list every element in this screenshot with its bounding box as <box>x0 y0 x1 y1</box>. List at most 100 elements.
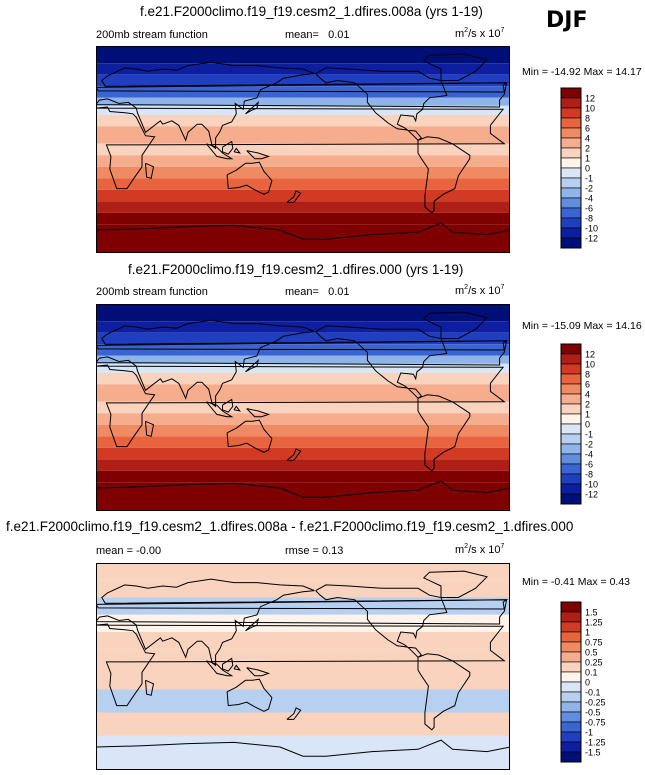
map-band-6 <box>96 666 510 690</box>
colorbar-swatch-8 <box>560 167 582 179</box>
coastline-12 <box>145 679 155 696</box>
coastline-13 <box>96 599 509 610</box>
map-band-7 <box>96 689 510 713</box>
coastline-8 <box>222 398 234 413</box>
map-band-5 <box>96 105 510 115</box>
colorbar-swatch-7 <box>560 413 582 425</box>
colorbar-tick-label: 8 <box>585 114 590 124</box>
colorbar-swatch-15 <box>560 751 582 763</box>
map-band-4 <box>96 355 510 364</box>
coastline-1 <box>96 61 508 150</box>
colorbar-swatch-15 <box>560 237 582 249</box>
map-band-3 <box>96 614 510 632</box>
colorbar-tick-label: 0 <box>585 420 590 430</box>
season-label: DJF <box>546 8 588 33</box>
colorbar-swatch-14 <box>560 741 582 753</box>
coastline-14 <box>96 480 510 511</box>
colorbar-swatch-3 <box>560 117 582 129</box>
colorbar-swatch-0 <box>560 87 582 99</box>
panel1-minmax: Min = -14.92 Max = 14.17 <box>522 66 642 78</box>
colorbar-frame <box>560 601 582 763</box>
map-band-5 <box>96 363 510 373</box>
colorbar-swatch-1 <box>560 353 582 365</box>
map-band-2 <box>96 74 510 87</box>
colorbar-swatch-6 <box>560 147 582 159</box>
panel3-rmse-label: rmse = <box>285 545 319 557</box>
map-band-12 <box>96 189 510 202</box>
colorbar-swatch-9 <box>560 177 582 189</box>
map-frame <box>96 46 510 253</box>
map-band-1 <box>96 580 510 598</box>
colorbar-swatch-6 <box>560 403 582 415</box>
panel3-rmse: rmse = 0.13 <box>285 545 343 557</box>
colorbar-tick-label: 0 <box>585 678 590 688</box>
colorbar-swatch-5 <box>560 137 582 149</box>
colorbar-tick-label: -1 <box>585 174 593 184</box>
colorbar-swatch-10 <box>560 187 582 199</box>
colorbar-tick-label: -0.5 <box>585 708 601 718</box>
coastline-12 <box>145 162 155 179</box>
coastline-6 <box>206 401 234 418</box>
coastline-3 <box>315 325 448 399</box>
coastline-13 <box>96 340 509 351</box>
panel3-title: f.e21.F2000climo.f19_f19.cesm2_1.dfires.… <box>6 519 574 534</box>
colorbar-tick-label: 0.1 <box>585 668 598 678</box>
coastline-11 <box>286 448 302 461</box>
colorbar-tick-label: -6 <box>585 460 593 470</box>
coastline-2 <box>226 161 273 195</box>
coastline-0 <box>96 364 506 448</box>
panel1-mean-label: mean= <box>285 29 319 41</box>
colorbar-tick-label: 8 <box>585 370 590 380</box>
map-band-8 <box>96 712 510 736</box>
coastline-9 <box>246 408 271 418</box>
colorbar-tick-label: 2 <box>585 400 590 410</box>
colorbar-swatch-9 <box>560 433 582 445</box>
colorbar-swatch-5 <box>560 393 582 405</box>
map-band-2 <box>96 597 510 615</box>
colorbar-tick-label: -2 <box>585 184 593 194</box>
colorbar-tick-label: -4 <box>585 194 593 204</box>
colorbar-swatch-11 <box>560 453 582 465</box>
panel3-mean: mean = -0.00 <box>96 545 161 557</box>
colorbar-tick-label: -0.25 <box>585 698 606 708</box>
colorbar-swatch-11 <box>560 711 582 723</box>
colorbar-swatch-8 <box>560 681 582 693</box>
colorbar-tick-label: -2 <box>585 440 593 450</box>
colorbar-tick-label: 0.75 <box>585 638 603 648</box>
coastline-10 <box>245 617 260 632</box>
panel3-rmse-value: 0.13 <box>322 545 344 557</box>
coastline-6 <box>206 143 234 160</box>
colorbar-tick-label: 1.5 <box>585 608 598 618</box>
map-band-15 <box>96 224 510 253</box>
colorbar-swatch-5 <box>560 651 582 663</box>
coastline-7 <box>233 664 242 671</box>
colorbar-swatch-4 <box>560 641 582 653</box>
colorbar-tick-label: 1 <box>585 154 590 164</box>
colorbar-tick-label: 10 <box>585 360 595 370</box>
panel2-max: 14.16 <box>615 320 642 332</box>
panel3-min: -0.41 <box>550 576 575 588</box>
coastline-5 <box>422 53 488 81</box>
colorbar-tick-label: 4 <box>585 390 590 400</box>
panel2-variable: 200mb stream function <box>96 286 208 298</box>
colorbar-tick-label: 1 <box>585 410 590 420</box>
coastline-5 <box>422 570 488 598</box>
coastline-3 <box>315 67 448 141</box>
colorbar-tick-label: -6 <box>585 204 593 214</box>
panel3-mean-label: mean = <box>96 545 133 557</box>
coastline-4 <box>417 394 471 472</box>
map-band-11 <box>96 178 510 190</box>
colorbar-swatch-14 <box>560 483 582 495</box>
colorbar-swatch-7 <box>560 157 582 169</box>
panel1-units: m2/s x 107 <box>455 27 505 40</box>
coastline-6 <box>206 660 234 677</box>
colorbar-swatch-12 <box>560 207 582 219</box>
map-band-12 <box>96 447 510 460</box>
colorbar-swatch-7 <box>560 671 582 683</box>
coastline-1 <box>96 578 508 667</box>
colorbar-tick-label: -1 <box>585 728 593 738</box>
map-band-9 <box>96 155 510 167</box>
colorbar-swatch-11 <box>560 197 582 209</box>
coastline-11 <box>286 707 302 720</box>
colorbar-tick-label: 4 <box>585 134 590 144</box>
